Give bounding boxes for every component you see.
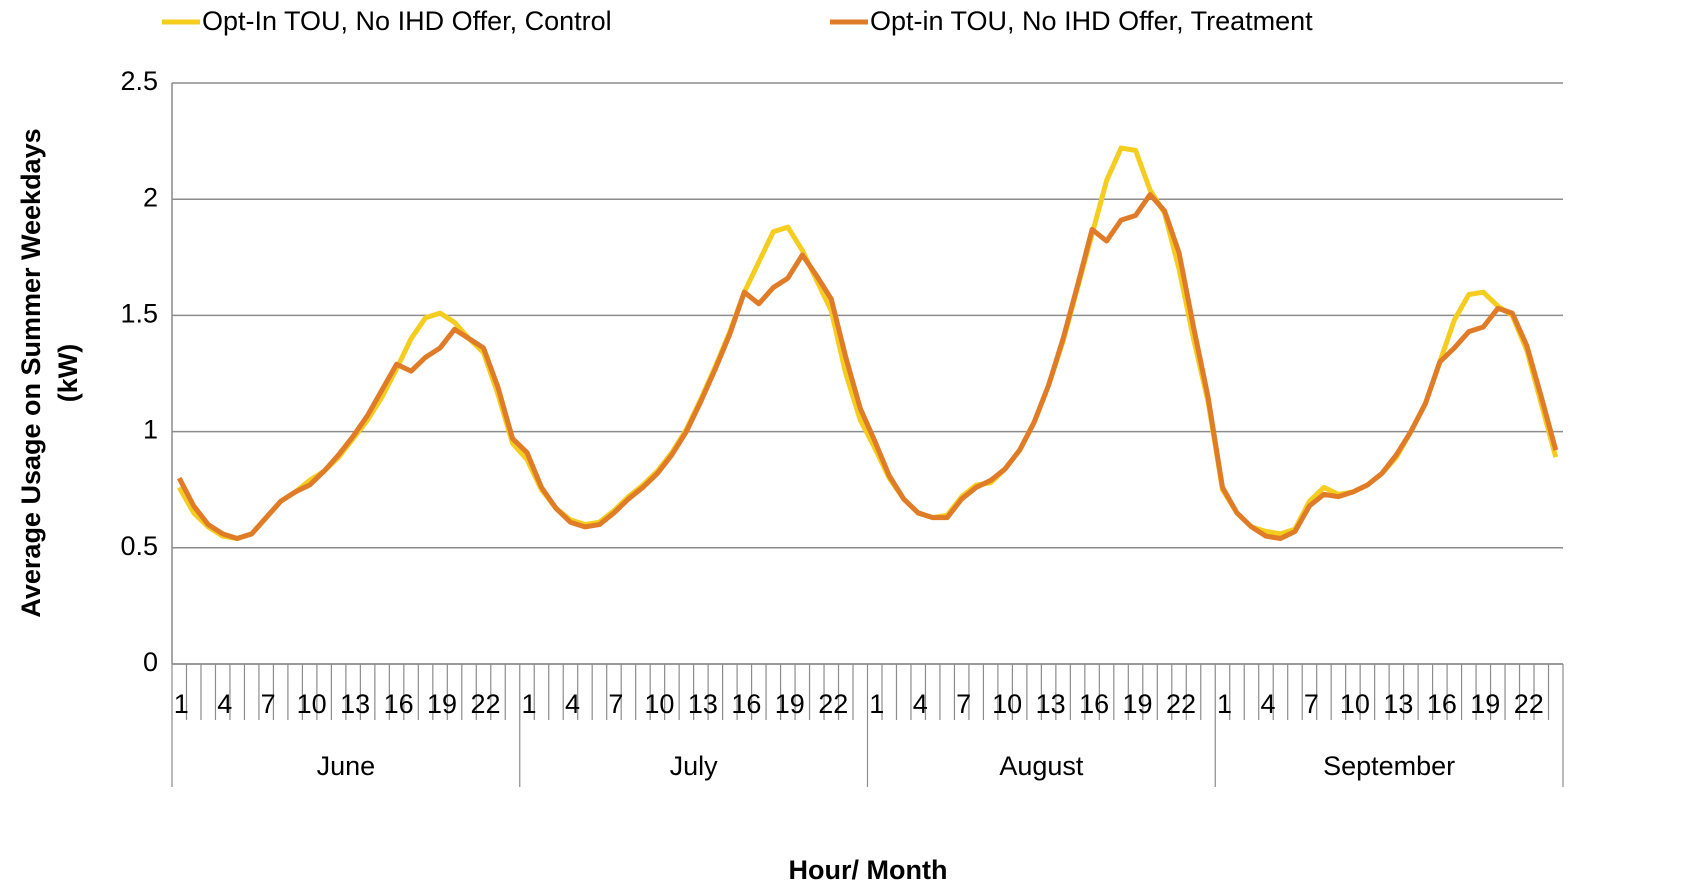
x-tick-label: 1 xyxy=(174,689,189,719)
legend-label: Opt-in TOU, No IHD Offer, Treatment xyxy=(870,6,1313,36)
y-tick-label: 0 xyxy=(143,647,158,677)
x-tick-label: 10 xyxy=(644,689,674,719)
x-tick-label: 16 xyxy=(731,689,761,719)
x-tick-label: 19 xyxy=(1123,689,1153,719)
x-tick-label: 19 xyxy=(1470,689,1500,719)
x-tick-label: 10 xyxy=(992,689,1022,719)
x-tick-label: 10 xyxy=(297,689,327,719)
month-label: August xyxy=(999,751,1084,781)
y-tick-label: 1 xyxy=(143,415,158,445)
x-tick-label: 16 xyxy=(1427,689,1457,719)
y-axis-title: (kW) xyxy=(53,344,83,402)
series-line xyxy=(177,145,1559,541)
x-tick-label: 13 xyxy=(688,689,718,719)
x-tick-label: 7 xyxy=(956,689,971,719)
x-tick-label: 10 xyxy=(1340,689,1370,719)
x-tick-label: 19 xyxy=(775,689,805,719)
x-tick-label: 22 xyxy=(471,689,501,719)
y-tick-label: 0.5 xyxy=(120,531,158,561)
x-tick-label: 1 xyxy=(869,689,884,719)
x-tick-label: 4 xyxy=(565,689,580,719)
x-tick-label: 22 xyxy=(1514,689,1544,719)
x-axis-title: Hour/ Month xyxy=(789,855,948,885)
y-axis-title: Average Usage on Summer Weekdays xyxy=(16,128,46,617)
x-tick-label: 7 xyxy=(261,689,276,719)
y-tick-label: 2 xyxy=(143,182,158,212)
x-tick-label: 4 xyxy=(913,689,928,719)
month-label: June xyxy=(317,751,376,781)
x-tick-label: 13 xyxy=(1036,689,1066,719)
x-tick-label: 7 xyxy=(608,689,623,719)
x-tick-label: 19 xyxy=(427,689,457,719)
month-label: July xyxy=(670,751,719,781)
x-tick-label: 7 xyxy=(1304,689,1319,719)
series-line xyxy=(177,192,1559,541)
y-tick-label: 2.5 xyxy=(120,66,158,96)
x-tick-label: 16 xyxy=(1079,689,1109,719)
x-tick-label: 4 xyxy=(1260,689,1275,719)
x-tick-label: 1 xyxy=(1217,689,1232,719)
x-tick-label: 22 xyxy=(1166,689,1196,719)
x-tick-label: 1 xyxy=(521,689,536,719)
x-tick-label: 4 xyxy=(217,689,232,719)
month-label: September xyxy=(1323,751,1455,781)
legend-label: Opt-In TOU, No IHD Offer, Control xyxy=(202,6,612,36)
x-tick-label: 22 xyxy=(818,689,848,719)
x-tick-label: 13 xyxy=(340,689,370,719)
y-tick-label: 1.5 xyxy=(120,299,158,329)
x-tick-label: 13 xyxy=(1383,689,1413,719)
x-tick-label: 16 xyxy=(384,689,414,719)
